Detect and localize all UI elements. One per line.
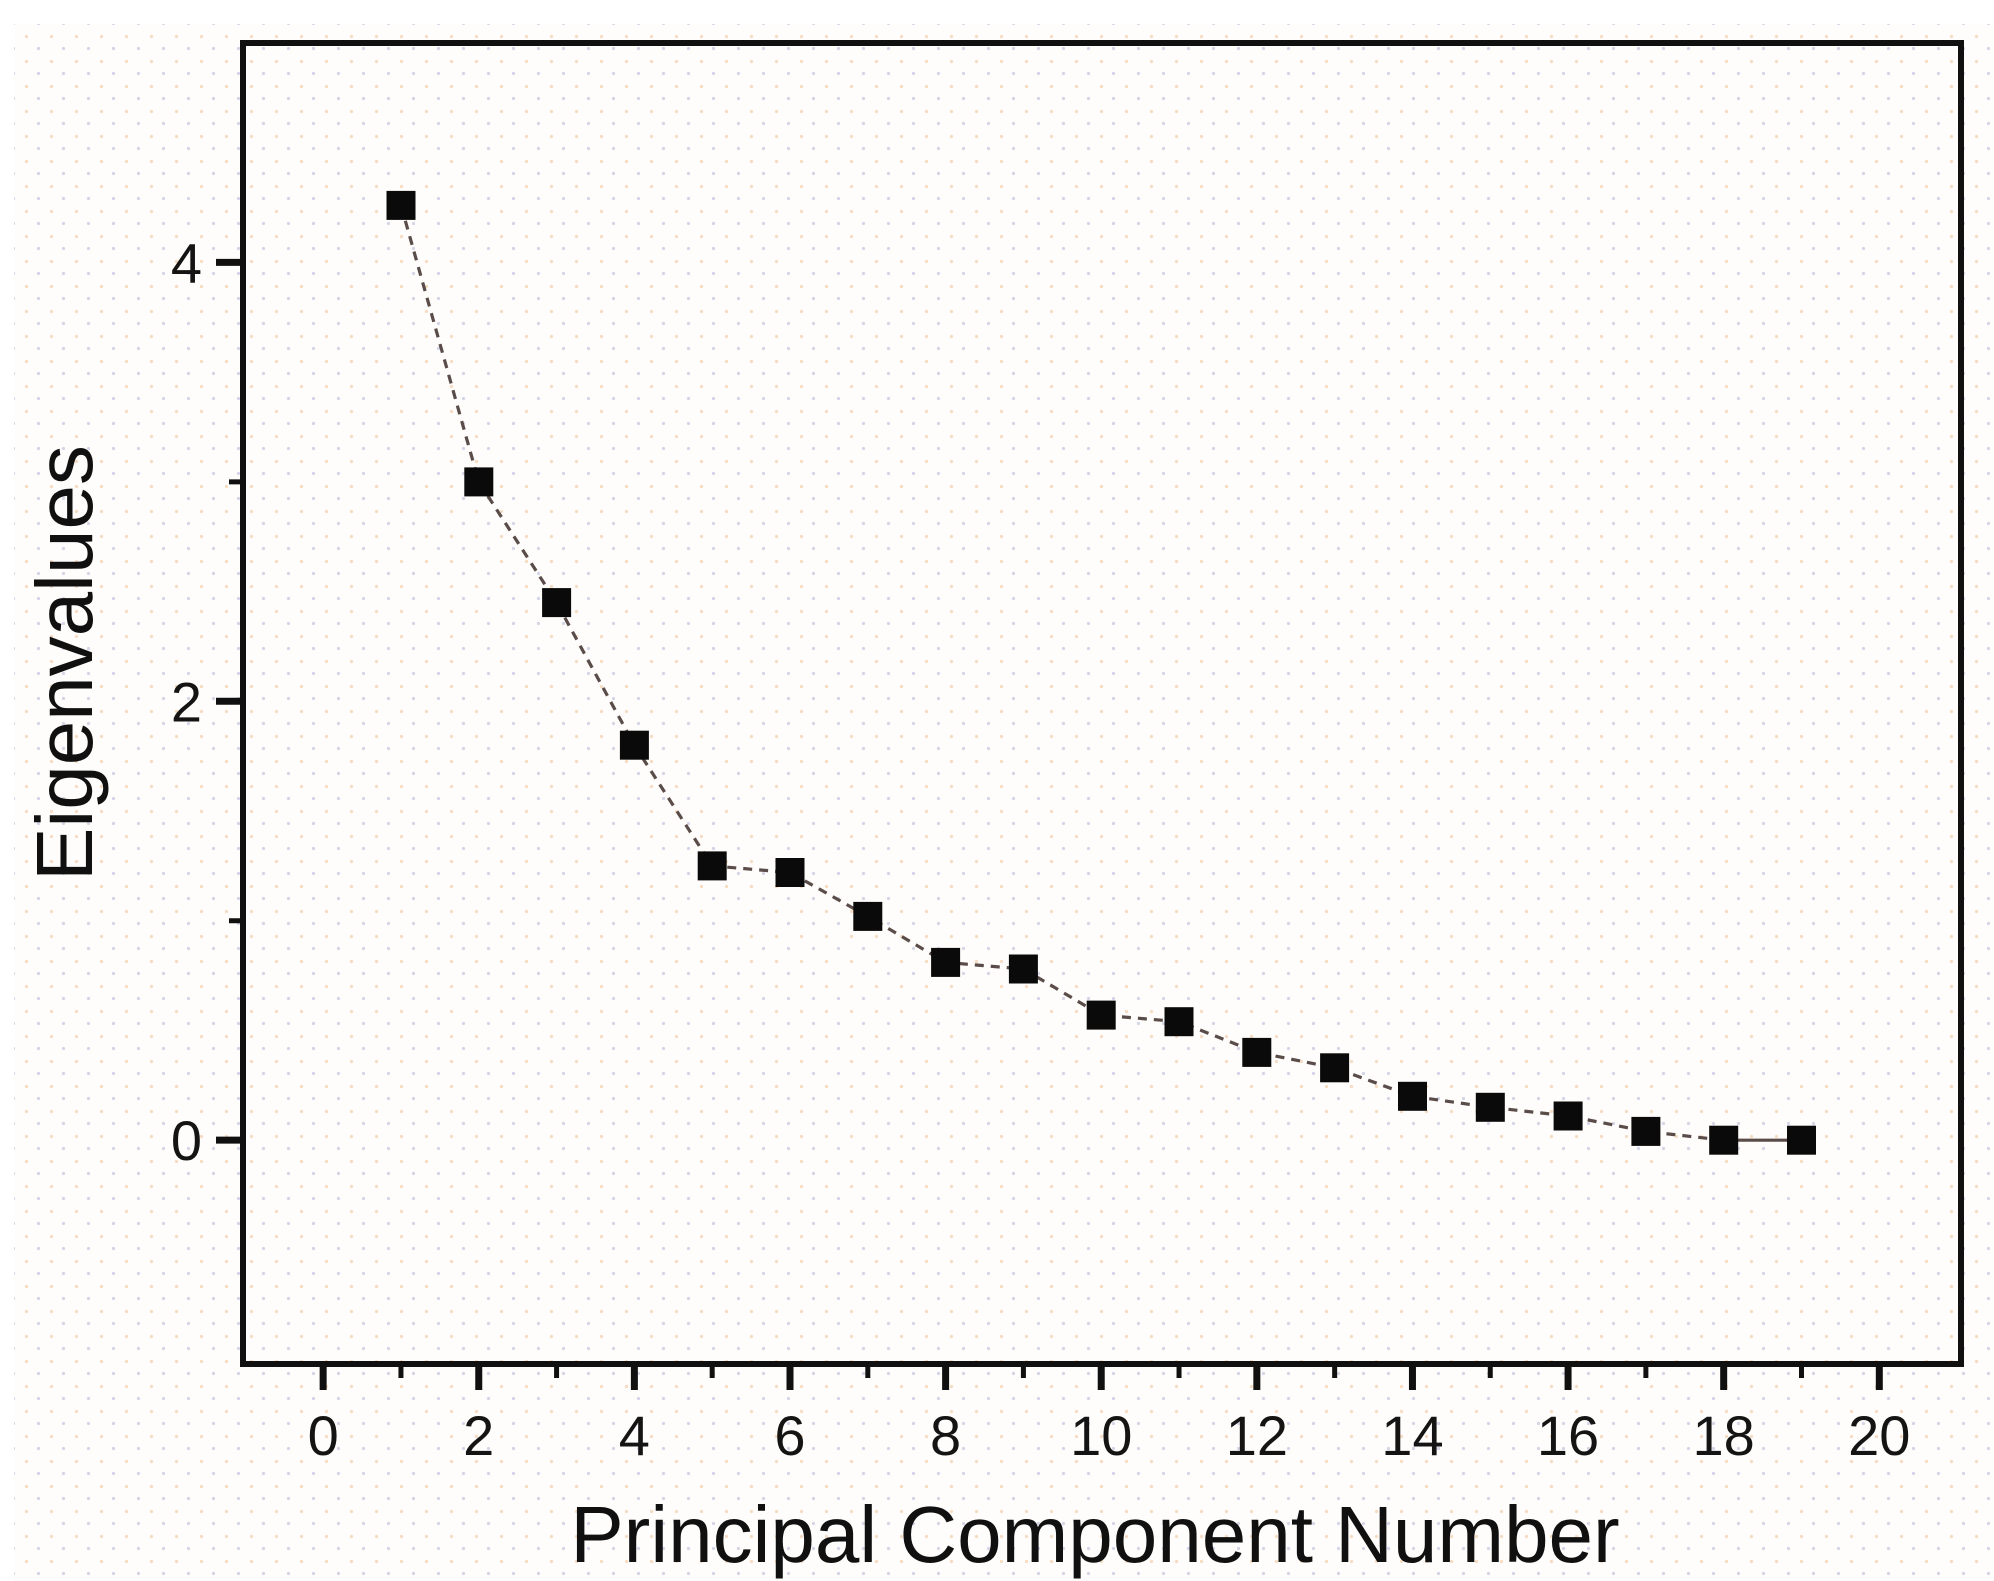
x-tick-label: 6 <box>774 1404 805 1467</box>
data-point <box>619 730 649 760</box>
data-point <box>1553 1101 1583 1131</box>
data-point <box>1475 1092 1505 1122</box>
data-point <box>1086 1000 1116 1030</box>
x-tick-label: 18 <box>1693 1404 1755 1467</box>
plot-frame <box>240 40 1964 1367</box>
data-point <box>386 190 416 220</box>
x-axis-title: Principal Component Number <box>570 1490 1619 1579</box>
data-point <box>464 467 494 497</box>
data-point <box>1164 1007 1194 1037</box>
y-axis-title: Eigenvalues <box>20 445 109 881</box>
paper-texture <box>14 24 1994 1581</box>
x-tick-label: 16 <box>1537 1404 1599 1467</box>
data-point <box>1008 954 1038 984</box>
x-tick-label: 14 <box>1381 1404 1443 1467</box>
data-point <box>1709 1125 1739 1155</box>
data-series <box>386 190 1816 1155</box>
y-tick-label: 4 <box>171 231 202 294</box>
data-point <box>1398 1081 1427 1111</box>
data-point <box>697 851 727 881</box>
x-tick-label: 12 <box>1226 1404 1288 1467</box>
y-tick-label: 2 <box>171 670 202 733</box>
x-tick-label: 8 <box>930 1404 961 1467</box>
data-point <box>853 901 883 931</box>
x-tick-label: 4 <box>619 1404 650 1467</box>
x-tick-label: 20 <box>1848 1404 1910 1467</box>
data-point <box>775 858 805 887</box>
axis-tick-labels: 0 2 4 6 8 10 12 14 16 18 20 0 2 4 <box>171 231 1911 1467</box>
data-point <box>1631 1116 1661 1146</box>
data-point <box>1320 1053 1350 1083</box>
y-tick-label: 0 <box>171 1109 202 1172</box>
data-point <box>1242 1037 1272 1067</box>
x-tick-label: 0 <box>308 1404 339 1467</box>
series-connector-dashed <box>399 204 1724 1142</box>
data-point <box>542 588 572 618</box>
data-point <box>1787 1125 1816 1155</box>
axis-ticks <box>216 258 1883 1390</box>
data-point <box>931 947 961 977</box>
x-tick-label: 10 <box>1070 1404 1132 1467</box>
x-tick-label: 2 <box>463 1404 494 1467</box>
